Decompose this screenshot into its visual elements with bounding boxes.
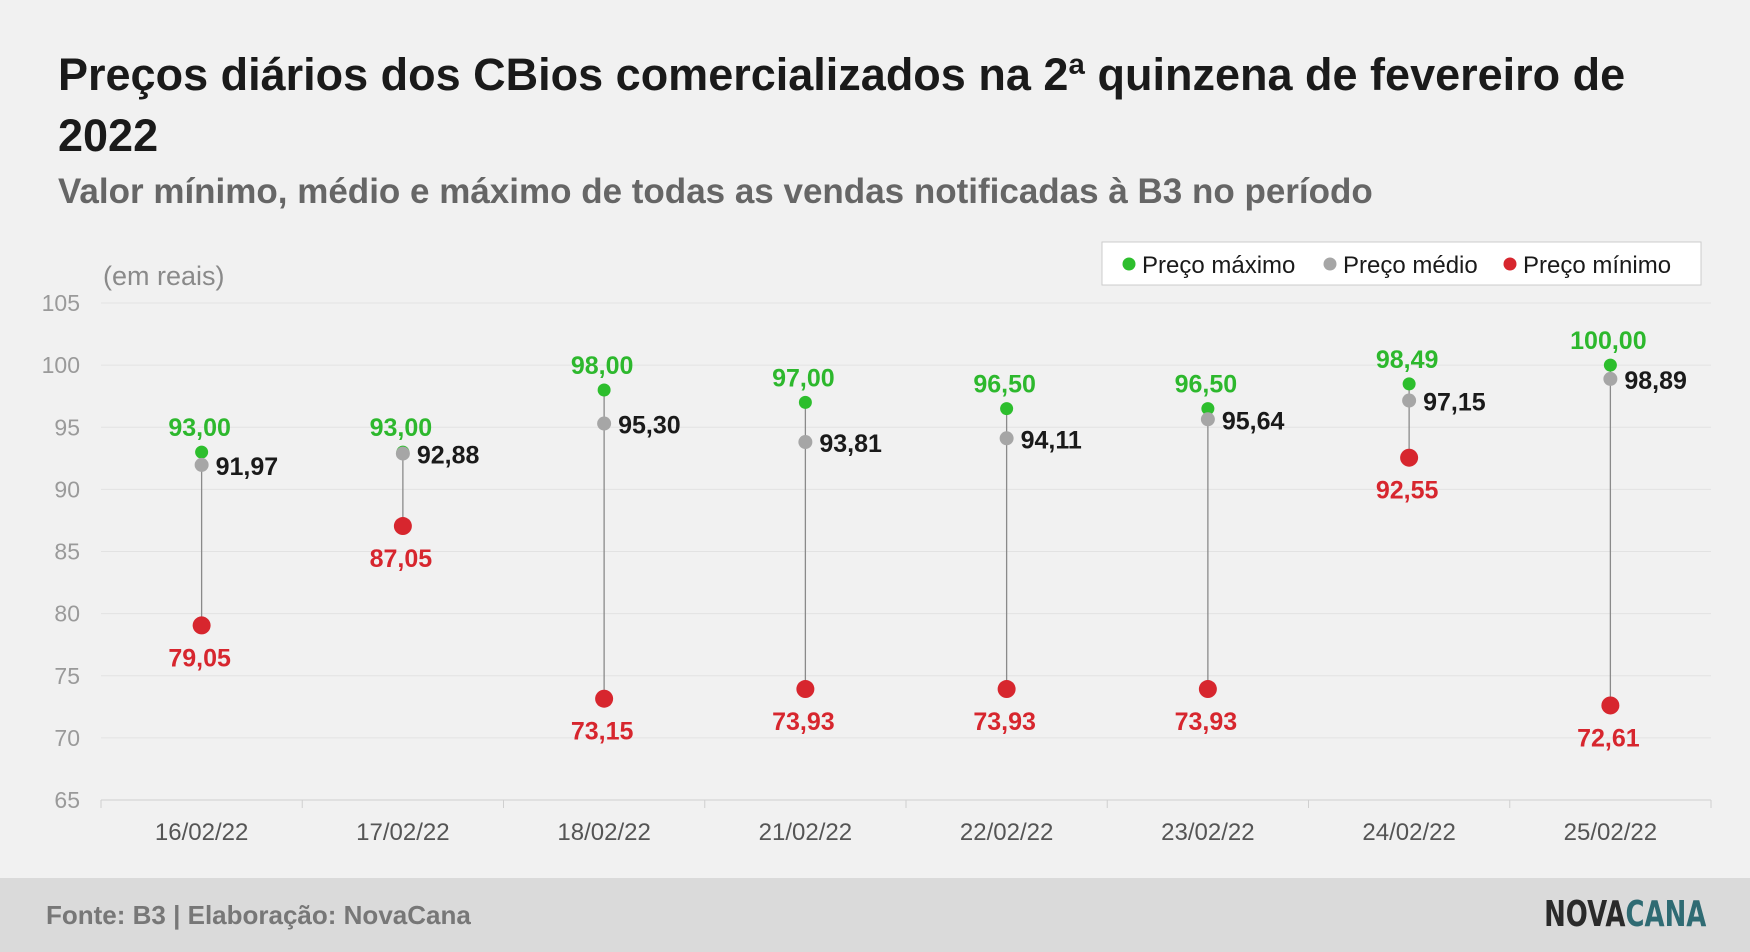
legend-item-label: Preço médio <box>1343 252 1478 279</box>
min-label: 73,93 <box>1175 708 1238 736</box>
avg-label: 94,11 <box>1021 426 1082 454</box>
y-tick-label: 95 <box>54 414 80 440</box>
avg-point <box>1603 371 1618 386</box>
x-tick-label: 16/02/22 <box>155 819 248 846</box>
max-label: 93,00 <box>168 414 231 442</box>
min-point <box>393 517 412 536</box>
avg-label: 91,97 <box>216 453 279 481</box>
min-label: 73,93 <box>973 708 1036 736</box>
avg-label: 95,30 <box>618 412 681 440</box>
y-axis-unit-label: (em reais) <box>103 261 225 291</box>
y-tick-label: 100 <box>42 352 80 378</box>
avg-label: 95,64 <box>1222 407 1285 435</box>
max-label: 96,50 <box>973 371 1036 399</box>
chart-area: Preço máximo Preço médio Preço mínimo (em … <box>42 241 1712 846</box>
y-tick-label: 65 <box>54 787 80 813</box>
y-tick-label: 80 <box>54 601 80 627</box>
y-tick-label: 70 <box>54 725 80 751</box>
max-label: 97,00 <box>772 364 835 392</box>
max-point <box>195 445 209 459</box>
chart-subtitle: Valor mínimo, médio e máximo de todas as… <box>58 172 1373 211</box>
x-tick-label: 23/02/22 <box>1161 819 1254 846</box>
min-label: 92,55 <box>1376 477 1439 505</box>
x-tick-label: 25/02/22 <box>1564 819 1657 846</box>
chart-title: Preços diários dos CBios comercializados… <box>58 49 1626 161</box>
x-tick-label: 21/02/22 <box>759 819 852 846</box>
footer: Fonte: B3 | Elaboração: NovaCana NOVACAN… <box>0 878 1750 952</box>
avg-point <box>999 431 1014 446</box>
x-tick-label: 18/02/22 <box>557 819 650 846</box>
max-point <box>1000 402 1014 416</box>
max-point <box>597 383 611 397</box>
data-marks: 93,0091,9779,0593,0092,8887,0598,0095,30… <box>168 327 1687 752</box>
x-tick-label: 24/02/22 <box>1362 819 1455 846</box>
legend-marker <box>1323 257 1337 271</box>
avg-point <box>798 435 813 450</box>
logo-part-nova: NOVA <box>1543 894 1626 935</box>
max-point <box>1603 358 1617 372</box>
max-point <box>1201 402 1215 416</box>
avg-label: 92,88 <box>417 442 480 470</box>
legend-item-label: Preço mínimo <box>1523 252 1671 279</box>
max-label: 98,00 <box>571 352 634 380</box>
avg-point <box>1402 393 1417 408</box>
min-label: 72,61 <box>1577 724 1640 752</box>
source-credit: Fonte: B3 | Elaboração: NovaCana <box>46 900 471 930</box>
legend-item-label: Preço máximo <box>1142 252 1295 279</box>
min-label: 79,05 <box>168 644 231 672</box>
max-label: 93,00 <box>370 414 433 442</box>
min-point <box>1400 448 1419 467</box>
x-tick-label: 17/02/22 <box>356 819 449 846</box>
x-tick-label: 22/02/22 <box>960 819 1053 846</box>
max-point <box>1402 377 1416 391</box>
avg-label: 98,89 <box>1624 367 1687 395</box>
min-point <box>192 616 211 635</box>
gridlines <box>101 302 1711 801</box>
legend-box <box>1101 241 1702 286</box>
avg-point <box>395 446 410 461</box>
x-axis: 16/02/22 17/02/22 18/02/22 21/02/22 22/02/22… <box>100 800 1712 846</box>
min-label: 73,93 <box>772 708 835 736</box>
legend-marker <box>1503 257 1517 271</box>
avg-label: 93,81 <box>819 430 882 458</box>
max-label: 96,50 <box>1175 371 1238 399</box>
avg-label: 97,15 <box>1423 389 1486 417</box>
min-point <box>595 689 614 708</box>
min-point <box>1601 696 1620 715</box>
min-label: 73,15 <box>571 718 634 746</box>
y-tick-label: 85 <box>54 539 80 565</box>
novacana-logo: NOVACANA <box>1544 894 1706 935</box>
y-axis-ticks: 65 70 75 80 85 90 95 100 105 <box>42 290 80 813</box>
max-label: 100,00 <box>1570 327 1646 355</box>
y-tick-label: 75 <box>54 663 80 689</box>
legend-marker <box>1122 257 1136 271</box>
min-point <box>796 680 815 699</box>
avg-point <box>1200 412 1215 427</box>
y-tick-label: 105 <box>42 290 80 316</box>
avg-point <box>194 457 209 472</box>
chart-legend: Preço máximo Preço médio Preço mínimo <box>1101 241 1702 286</box>
min-label: 87,05 <box>370 545 433 573</box>
avg-point <box>597 416 612 431</box>
y-tick-label: 90 <box>54 476 80 502</box>
min-point <box>1198 680 1217 699</box>
max-point <box>798 395 812 409</box>
logo-part-cana: CANA <box>1625 894 1706 935</box>
min-point <box>997 680 1016 699</box>
max-label: 98,49 <box>1376 346 1439 374</box>
